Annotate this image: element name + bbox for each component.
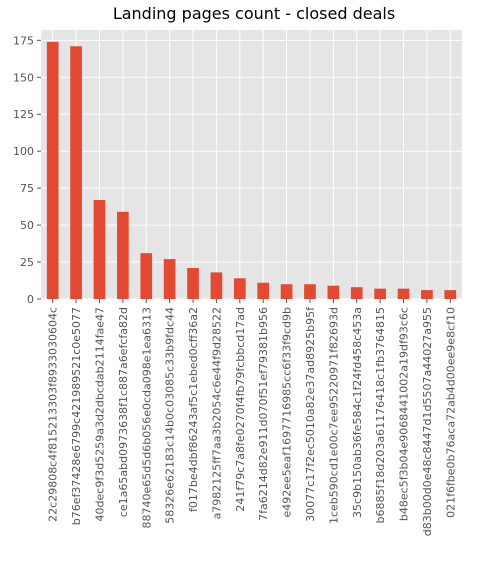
bar: [163, 259, 176, 299]
bar: [233, 278, 246, 299]
y-tick-label: 125: [13, 108, 34, 121]
x-axis: 22c29808c4f815213303f8933030604c b76ef374…: [47, 299, 457, 536]
bar: [444, 290, 457, 299]
x-tick-label: 88740e65d5d6b056e0cda098e1ea6313: [140, 307, 153, 529]
x-tick-label: e492ee5eaf1697716985cc6f33f9cd9b: [281, 307, 294, 518]
bar: [280, 284, 293, 299]
bar: [421, 290, 433, 299]
chart-title: Landing pages count - closed deals: [113, 4, 395, 23]
y-tick-label: 50: [20, 219, 34, 232]
x-tick-label: ce1a65abd0973638f1c887a6efcfa82d: [117, 307, 130, 517]
x-tick-label: 241f79c7a8fe0270f4fb79fcbbcd17ad: [234, 307, 247, 512]
bar: [350, 287, 363, 299]
bar: [93, 199, 106, 299]
bar: [70, 46, 82, 300]
x-tick-label: a7982125ff7aa3b2054c6e44f9d28522: [210, 307, 223, 519]
x-tick-label: 35c9b150ab36fe584c1f24fd458c453a: [351, 307, 364, 518]
x-tick-label: b6885f18d203a61176418c1fb3764815: [374, 307, 387, 523]
bar: [257, 282, 270, 299]
y-tick-label: 0: [27, 293, 34, 306]
x-tick-label: 7fa6214d82e911d070f51ef79381b956: [257, 307, 270, 521]
bar: [304, 284, 316, 299]
plot-background: [41, 30, 462, 299]
x-tick-label: 40dec9f3d5259a3d2dbcdab2114fae47: [93, 307, 106, 521]
y-tick-label: 100: [13, 145, 34, 158]
y-tick-label: 150: [13, 71, 34, 84]
x-tick-label: 021f6fbe0b76aca72ab4d00ee9e8cf10: [444, 307, 457, 518]
x-tick-label: 30077c17f2ec5010a82e37ad8925b95f: [304, 306, 317, 522]
bar: [327, 285, 340, 299]
x-tick-label: f017be4dbf86243af5c1ebed0cff36a2: [187, 307, 200, 512]
x-tick-label: 1ceb590cd1e00c7ee95220971f82693d: [327, 307, 340, 524]
bar: [374, 288, 386, 299]
bar: [140, 253, 153, 299]
y-tick-label: 175: [13, 34, 34, 47]
y-axis: 0 25 50 75 100 125 150 175: [13, 34, 41, 306]
x-tick-label: b76ef37428e6799c421989521c0e5077: [70, 307, 83, 525]
bar: [117, 211, 129, 299]
bar: [46, 41, 59, 299]
y-tick-label: 75: [20, 182, 34, 195]
x-tick-label: 22c29808c4f815213303f8933030604c: [47, 307, 60, 522]
x-tick-label: b48ec5f3b04e9068441002a19df93c6c: [398, 307, 411, 521]
y-tick-label: 25: [20, 256, 34, 269]
bar: [397, 288, 410, 299]
bar: [210, 272, 223, 299]
x-tick-label: 58326e62183c14b0c03085c33b9fdc44: [164, 307, 177, 524]
bars: [46, 41, 457, 300]
bar: [187, 267, 199, 299]
x-tick-label: d83b00d0e48c8447d1d5507a44027a955: [421, 307, 434, 536]
